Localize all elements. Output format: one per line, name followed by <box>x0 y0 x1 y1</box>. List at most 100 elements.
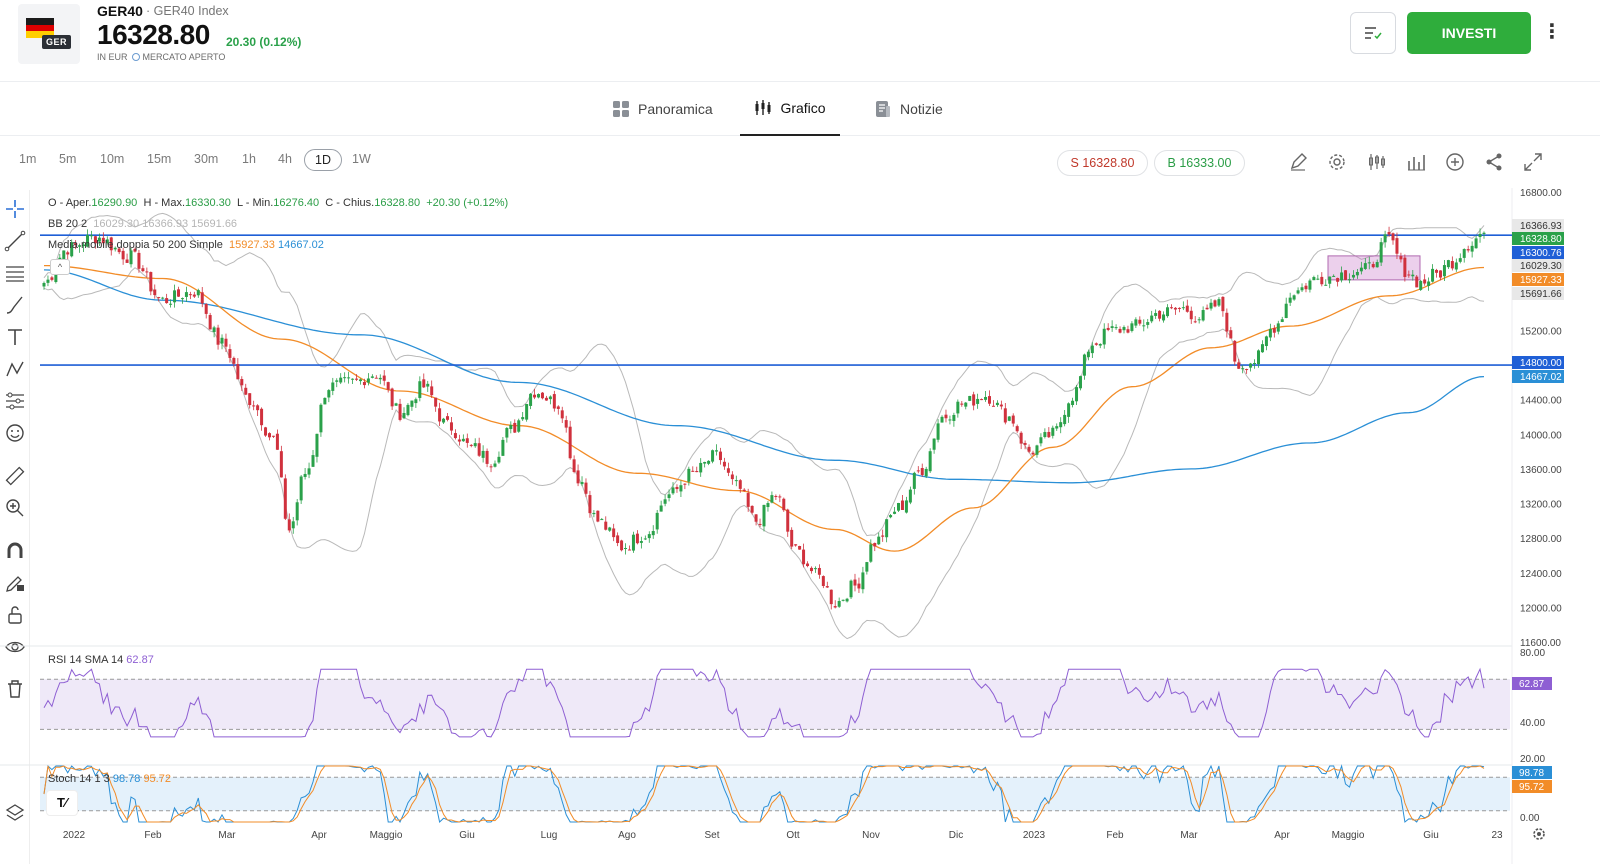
candle-body <box>837 600 841 607</box>
sell-quote-button[interactable]: S 16328.80 <box>1057 150 1148 176</box>
measure-settings-icon[interactable] <box>4 390 26 412</box>
rsi-legend[interactable]: RSI 14 SMA 14 62.87 <box>48 654 154 666</box>
zoom-in-icon[interactable] <box>4 497 26 519</box>
candle-body <box>244 387 248 395</box>
pencil-icon[interactable] <box>1288 152 1308 172</box>
more-options-icon[interactable]: ⋮ <box>1542 21 1562 43</box>
candle-body <box>370 376 374 378</box>
eye-icon[interactable] <box>4 636 26 658</box>
candle-body <box>1264 336 1268 347</box>
candle-body <box>1051 427 1055 436</box>
clock-icon <box>131 53 140 61</box>
candle-body <box>916 470 920 472</box>
chart-settings-icon[interactable] <box>1533 828 1545 840</box>
candle-body <box>972 394 976 406</box>
candle-body <box>1328 276 1332 284</box>
share-icon[interactable] <box>1484 152 1504 172</box>
trend-line-icon[interactable] <box>4 230 26 252</box>
pattern-icon[interactable] <box>4 358 26 380</box>
timeframe-1w[interactable]: 1W <box>352 152 371 166</box>
candle-body <box>1197 319 1201 321</box>
layers-icon[interactable] <box>4 802 26 824</box>
bb-legend[interactable]: BB 20 2 16029.30 16366.93 15691.66 <box>48 218 238 230</box>
candle-body <box>1395 238 1399 254</box>
price-badge-label: 15691.66 <box>1520 289 1562 300</box>
candle-body <box>287 519 291 531</box>
candle-body <box>1177 307 1181 309</box>
candle-body <box>216 327 220 345</box>
chart-type-icon[interactable] <box>1367 152 1387 172</box>
candle-body <box>93 236 97 244</box>
price-chart[interactable]: 16800.00 15200.00 14400.00 14000.00 13600.00… <box>0 188 1600 864</box>
candle-body <box>1470 245 1474 252</box>
indicators-icon[interactable] <box>1406 152 1426 172</box>
crosshair-icon[interactable] <box>4 198 26 220</box>
candle-body <box>204 304 208 314</box>
candle-body <box>264 427 268 436</box>
timeframe-1m[interactable]: 1m <box>19 152 37 166</box>
ma50-line <box>44 264 1485 552</box>
stoch-legend[interactable]: Stoch 14 1 3 98.78 95.72 <box>48 773 171 785</box>
timeframe-4h[interactable]: 4h <box>278 152 292 166</box>
timeframe-5m[interactable]: 5m <box>59 152 77 166</box>
candle-body <box>722 461 726 467</box>
candle-body <box>762 504 766 527</box>
settings-icon[interactable] <box>1327 152 1347 172</box>
candle-body <box>1482 232 1486 234</box>
candle-body <box>928 451 932 472</box>
watchlist-button[interactable] <box>1350 12 1396 54</box>
candle-body <box>331 382 335 391</box>
drawing-toolbar <box>0 190 30 864</box>
timeframe-10m[interactable]: 10m <box>100 152 125 166</box>
candle-body <box>647 534 651 539</box>
candle-body <box>1031 452 1035 455</box>
brush-icon[interactable] <box>4 294 26 316</box>
timeframe-15m[interactable]: 15m <box>147 152 172 166</box>
emoji-icon[interactable] <box>4 422 26 444</box>
horizontal-lines-icon[interactable] <box>4 262 26 284</box>
candle-body <box>639 541 643 543</box>
candle-body <box>726 468 730 473</box>
candle-body <box>1466 249 1470 251</box>
candle-body <box>327 390 331 398</box>
ruler-icon[interactable] <box>4 465 26 487</box>
candle-body <box>422 379 426 388</box>
buy-quote-button[interactable]: B 16333.00 <box>1154 150 1245 176</box>
candle-body <box>1047 431 1051 438</box>
text-icon[interactable] <box>4 326 26 348</box>
timeframe-30m[interactable]: 30m <box>194 152 219 166</box>
collapse-legend-button[interactable]: ^ <box>50 259 70 275</box>
lock-drawing-icon[interactable] <box>4 572 26 594</box>
candle-body <box>351 378 355 380</box>
price-tick-label: 13600.00 <box>1520 465 1562 476</box>
candle-body <box>813 568 817 570</box>
ma-legend[interactable]: Media mobile doppia 50 200 Simple 15927.… <box>48 239 324 251</box>
candle-body <box>616 535 620 544</box>
timeframe-1h[interactable]: 1h <box>242 152 256 166</box>
candle-body <box>362 381 366 386</box>
timeframe-1d[interactable]: 1D <box>304 149 342 171</box>
candle-body <box>1458 258 1462 262</box>
germany-flag-icon <box>26 18 54 39</box>
tab-panoramica[interactable]: Panoramica <box>612 82 713 136</box>
candle-body <box>161 297 165 299</box>
market-status: MERCATO APERTO <box>142 52 226 62</box>
invest-button[interactable]: INVESTI <box>1407 12 1531 54</box>
add-icon[interactable] <box>1445 152 1465 172</box>
trash-icon[interactable] <box>4 678 26 700</box>
unlock-icon[interactable] <box>4 604 26 626</box>
tab-notizie[interactable]: Notizie <box>874 82 943 136</box>
tab-grafico[interactable]: Grafico <box>740 82 840 136</box>
candle-body <box>1296 290 1300 294</box>
candle-body <box>283 478 287 519</box>
candle-body <box>845 598 849 602</box>
candle-body <box>1300 287 1304 291</box>
magnet-icon[interactable] <box>4 540 26 562</box>
fullscreen-icon[interactable] <box>1523 152 1543 172</box>
candle-body <box>449 422 453 431</box>
instrument-symbol: GER40 <box>97 3 143 19</box>
candle-body <box>620 540 624 551</box>
candle-body <box>323 397 327 405</box>
candle-body <box>1114 327 1118 329</box>
stoch-badge <box>1512 780 1552 793</box>
